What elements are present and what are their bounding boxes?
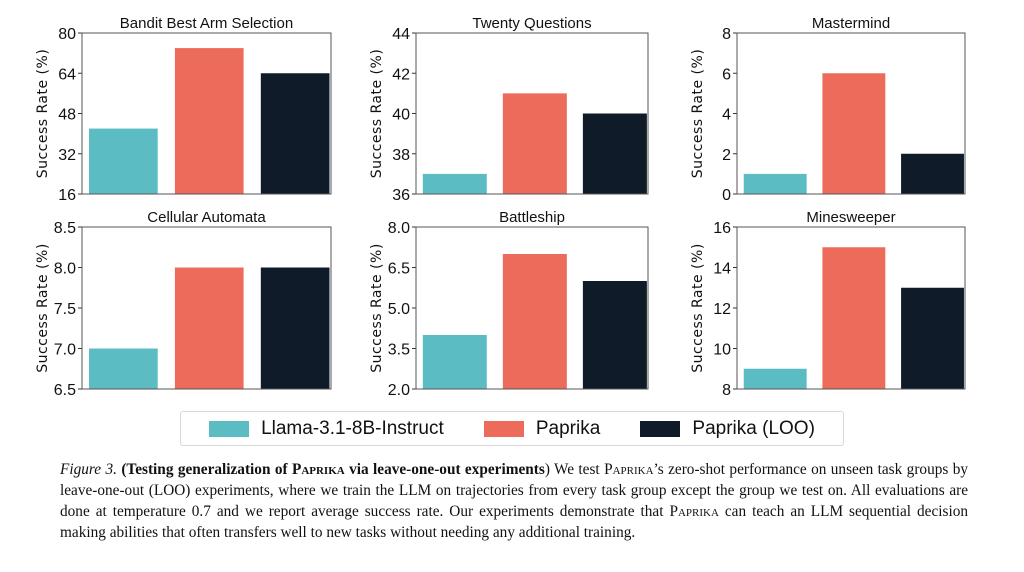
- y-tick-label: 7.0: [54, 342, 76, 359]
- bar-llama-3-1-8b-instruct: [422, 335, 487, 389]
- bar-paprika: [822, 73, 886, 194]
- y-tick-label: 8.0: [388, 220, 410, 237]
- y-tick-label: 48: [58, 107, 76, 124]
- legend: Llama-3.1-8B-Instruct Paprika Paprika (L…: [180, 411, 844, 446]
- y-tick-label: 32: [58, 147, 76, 164]
- y-tick-label: 2.0: [388, 382, 410, 399]
- y-tick-label: 8: [722, 382, 731, 399]
- bar-llama-3-1-8b-instruct: [89, 128, 158, 194]
- subplot-title: Battleship: [499, 209, 565, 226]
- plot-frame: [415, 226, 649, 390]
- subplot-title: Twenty Questions: [472, 15, 591, 32]
- y-tick-label: 12: [713, 301, 731, 318]
- bar-paprika: [174, 48, 244, 194]
- y-tick-label: 6: [722, 66, 731, 83]
- y-tick-label: 36: [392, 187, 410, 204]
- plot-frame: [81, 226, 332, 390]
- y-axis-label: Success Rate (%): [690, 49, 706, 179]
- bar-paprika-loo-: [260, 267, 330, 389]
- subplot-title: Minesweeper: [806, 209, 895, 226]
- subplot-title: Mastermind: [812, 15, 890, 32]
- legend-swatch: [640, 420, 681, 437]
- bar-paprika: [502, 254, 567, 389]
- bar-llama-3-1-8b-instruct: [743, 368, 807, 389]
- y-tick-label: 7.5: [54, 301, 76, 318]
- legend-label: Llama-3.1-8B-Instruct: [261, 417, 444, 439]
- bar-paprika-loo-: [260, 73, 330, 194]
- y-tick-label: 3.5: [388, 342, 410, 359]
- y-tick-label: 16: [713, 220, 731, 237]
- y-tick-label: 40: [392, 107, 410, 124]
- bar-llama-3-1-8b-instruct: [743, 173, 807, 194]
- legend-item-paprika: Paprika: [483, 417, 601, 440]
- caption-label: Figure 3.: [60, 461, 117, 478]
- y-tick-label: 5.0: [388, 301, 410, 318]
- y-tick-label: 38: [392, 147, 410, 164]
- bar-paprika-loo-: [901, 287, 964, 389]
- y-tick-label: 8: [722, 26, 731, 43]
- legend-swatch: [483, 420, 524, 437]
- y-tick-label: 8.5: [54, 220, 76, 237]
- bar-paprika-loo-: [582, 281, 647, 389]
- y-tick-label: 6.5: [54, 382, 76, 399]
- y-axis-label: Success Rate (%): [369, 243, 385, 373]
- y-tick-label: 44: [392, 26, 410, 43]
- legend-swatch: [209, 420, 250, 437]
- y-tick-label: 2: [722, 147, 731, 164]
- bar-paprika: [822, 247, 886, 389]
- subplot-title: Bandit Best Arm Selection: [120, 15, 293, 32]
- legend-label: Paprika: [535, 417, 601, 439]
- y-tick-label: 6.5: [388, 261, 410, 278]
- y-axis-label: Success Rate (%): [35, 49, 51, 179]
- y-tick-label: 42: [392, 66, 410, 83]
- bar-llama-3-1-8b-instruct: [422, 173, 487, 194]
- y-axis-label: Success Rate (%): [35, 243, 51, 373]
- legend-label: Paprika (LOO): [692, 417, 815, 439]
- plot-frame: [736, 32, 966, 195]
- legend-item-paprika-loo: Paprika (LOO): [640, 417, 815, 440]
- y-tick-label: 14: [713, 261, 731, 278]
- y-tick-label: 64: [58, 66, 76, 83]
- bar-llama-3-1-8b-instruct: [89, 348, 158, 389]
- bar-paprika-loo-: [582, 113, 647, 194]
- plot-frame: [736, 226, 966, 390]
- figure-caption: Figure 3. (Testing generalization of Pap…: [60, 461, 968, 541]
- y-tick-label: 0: [722, 187, 731, 204]
- subplot-title: Cellular Automata: [147, 209, 266, 226]
- caption-title: (Testing generalization of Paprika via l…: [121, 461, 545, 478]
- chart-grid: Bandit Best Arm Selection Success Rate (%…: [35, 15, 966, 399]
- y-tick-label: 4: [722, 107, 731, 124]
- bar-paprika: [502, 93, 567, 194]
- plot-frame: [415, 32, 649, 195]
- y-tick-label: 16: [58, 187, 76, 204]
- y-axis-label: Success Rate (%): [369, 49, 385, 179]
- bar-paprika-loo-: [901, 153, 964, 194]
- y-tick-label: 8.0: [54, 261, 76, 278]
- legend-item-llama: Llama-3.1-8B-Instruct: [209, 418, 444, 440]
- y-tick-label: 80: [58, 26, 76, 43]
- bar-paprika: [174, 267, 244, 389]
- y-axis-label: Success Rate (%): [690, 243, 706, 373]
- plot-frame: [81, 32, 332, 195]
- y-tick-label: 10: [713, 342, 731, 359]
